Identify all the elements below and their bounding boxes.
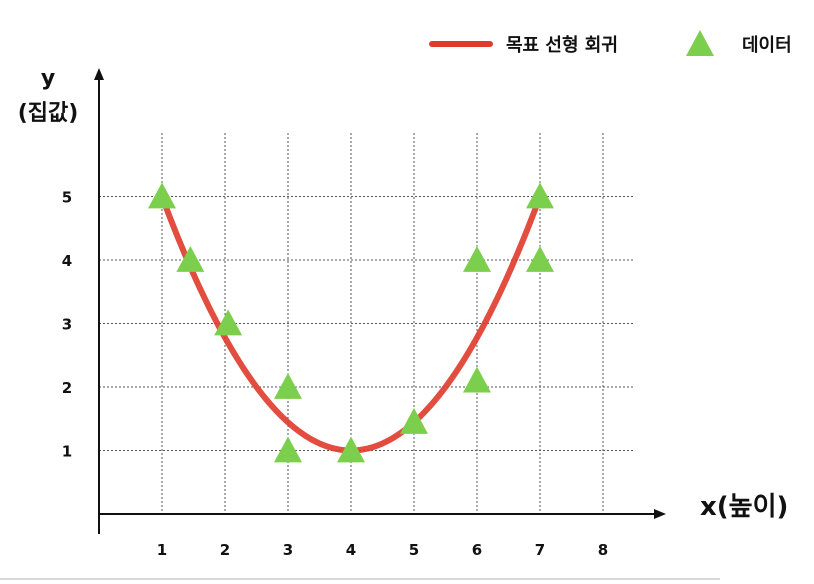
y-tick-label: 1 [62,443,72,461]
x-axis-arrow [654,509,666,519]
legend-triangle-swatch [686,30,714,56]
data-point-triangle [214,309,243,336]
axes [94,68,666,534]
data-point-triangle [274,373,302,399]
data-point-triangle [526,182,554,209]
legend-item-data: 데이터 [686,30,792,56]
data-point-triangle [176,246,205,272]
y-tick-label: 4 [62,252,72,270]
legend-label-data: 데이터 [742,35,792,56]
grid [99,133,635,514]
tick-labels: 1 2 3 4 5 6 7 8 1 2 3 4 5 [62,189,608,560]
legend-label-regression: 목표 선형 회귀 [506,35,618,56]
x-tick-label: 7 [535,541,545,559]
x-tick-label: 3 [283,541,293,559]
x-tick-label: 2 [220,541,230,559]
data-point-triangle [337,436,365,463]
data-point-triangle [526,246,554,272]
y-tick-label: 3 [62,316,72,334]
data-points-layer [148,182,554,463]
bottom-divider [0,578,720,580]
legend-item-regression: 목표 선형 회귀 [429,35,618,56]
y-axis-subtitle: (집값) [18,101,79,126]
y-axis-title: y [41,66,55,91]
data-point-triangle [148,182,176,209]
y-tick-label: 2 [62,379,72,397]
y-axis-arrow [94,68,104,80]
x-tick-label: 5 [409,541,419,559]
data-point-triangle [400,407,428,434]
x-tick-label: 6 [472,541,482,559]
data-point-triangle [463,246,491,272]
x-tick-label: 8 [598,541,608,559]
x-axis-title: x(높이) [700,492,788,522]
y-tick-label: 5 [62,189,72,207]
data-point-triangle [463,366,491,393]
x-tick-label: 4 [346,541,356,559]
legend: 목표 선형 회귀 데이터 [429,30,792,56]
data-point-triangle [274,436,302,463]
x-tick-label: 1 [157,541,167,559]
